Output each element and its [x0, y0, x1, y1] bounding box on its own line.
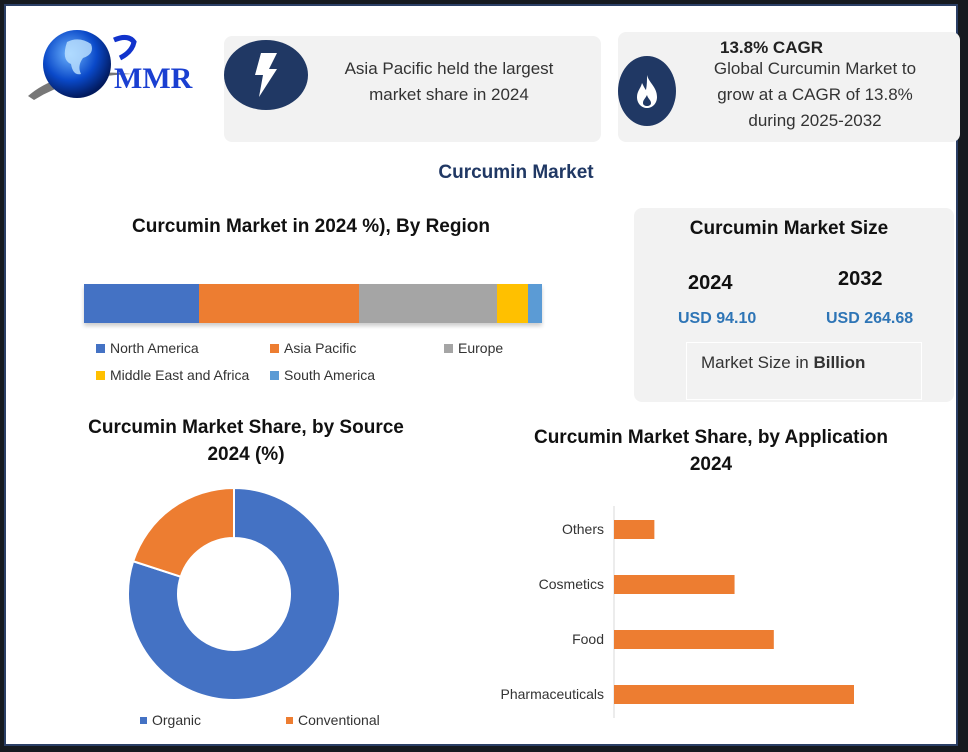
source-legend-item: Conventional [286, 712, 380, 728]
lightning-icon [224, 40, 308, 110]
legend-swatch [286, 716, 293, 724]
region-legend-item: Europe [444, 340, 503, 356]
market-size-card: Curcumin Market Size 2024 2032 USD 94.10… [634, 208, 954, 402]
donut-slice-conventional [131, 486, 235, 578]
infographic-frame: MMR Asia Pacific held the largest market… [4, 4, 960, 746]
market-size-title: Curcumin Market Size [689, 218, 889, 239]
logo-text: MMR [114, 62, 193, 95]
cagr-title: 13.8% CAGR [720, 38, 823, 57]
legend-swatch [270, 370, 279, 380]
legend-swatch [96, 370, 105, 380]
highlight-card-region: Asia Pacific held the largest market sha… [224, 36, 601, 142]
legend-swatch [96, 343, 105, 353]
legend-label: Conventional [298, 712, 380, 728]
region-bar-segment-europe [358, 284, 498, 323]
legend-label: Middle East and Africa [110, 367, 250, 383]
source-legend-item: Organic [140, 712, 201, 728]
legend-label: South America [284, 367, 376, 383]
region-chart-title: Curcumin Market in 2024 %), By Region [132, 216, 490, 237]
category-label: Food [572, 631, 604, 647]
category-label: Others [562, 521, 604, 537]
application-bar-pharmaceuticals [614, 685, 854, 704]
application-bar-food [614, 630, 774, 649]
highlight-text: Asia Pacific held the largest market sha… [344, 59, 554, 104]
note-prefix: Market Size in [701, 353, 814, 372]
region-legend-item: Middle East and Africa [96, 367, 249, 383]
region-bar-segment-north-america [84, 284, 200, 323]
market-size-note: Market Size in Billion [701, 353, 865, 373]
legend-label: Europe [458, 340, 504, 356]
value-2024: USD 94.10 [678, 310, 757, 327]
cagr-text: Global Curcumin Market to grow at a CAGR… [713, 59, 917, 130]
legend-label: Organic [152, 712, 202, 728]
mmr-logo: MMR [22, 26, 202, 106]
application-bar-cosmetics [614, 575, 735, 594]
application-bar-chart: Others Cosmetics Food Pharmaceuticals [501, 506, 854, 718]
category-label: Cosmetics [539, 576, 604, 592]
value-2032: USD 264.68 [826, 310, 914, 327]
donut-slice-organic [127, 486, 341, 701]
region-bar-segment-south-america [528, 284, 542, 323]
source-chart-title: Curcumin Market Share, by Source 2024 (%… [88, 417, 404, 465]
year-2024: 2024 [688, 272, 733, 294]
source-donut-chart [127, 486, 341, 701]
region-bar-segment-middle-east-and-africa [497, 284, 529, 323]
legend-swatch [444, 343, 453, 353]
globe-logo-icon [28, 30, 137, 100]
legend-label: Asia Pacific [284, 340, 357, 356]
region-legend-item: North America [96, 340, 199, 356]
year-2032: 2032 [838, 268, 883, 290]
region-legend-item: Asia Pacific [270, 340, 356, 356]
region-stacked-bar [84, 284, 542, 323]
flame-icon [618, 56, 676, 126]
legend-swatch [140, 716, 147, 724]
market-size-note-box: Market Size in Billion [686, 342, 922, 400]
application-chart-title: Curcumin Market Share, by Application 20… [533, 427, 889, 475]
legend-swatch [270, 343, 279, 353]
note-unit: Billion [813, 353, 866, 372]
region-legend-item: South America [270, 367, 375, 383]
highlight-card-cagr: 13.8% CAGR Global Curcumin Market to gro… [618, 32, 960, 142]
legend-label: North America [110, 340, 199, 356]
page-title: Curcumin Market [438, 162, 594, 183]
region-bar-segment-asia-pacific [199, 284, 359, 323]
category-label: Pharmaceuticals [501, 686, 605, 702]
application-bar-others [614, 520, 655, 539]
